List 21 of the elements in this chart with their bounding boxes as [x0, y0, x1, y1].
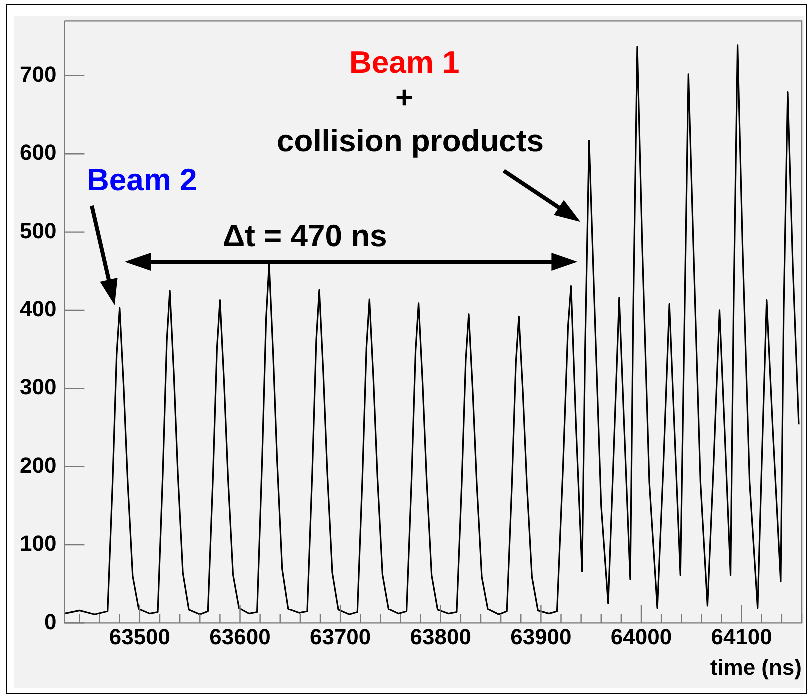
annotation: collision products: [277, 123, 544, 158]
y-tick-label: 200: [20, 452, 57, 478]
x-tick-label: 64000: [610, 624, 672, 650]
annotation: Beam 1: [349, 45, 460, 80]
y-tick-label: 600: [20, 140, 57, 166]
y-tick-label: 300: [20, 374, 57, 400]
x-tick-label: 63600: [210, 624, 271, 650]
y-tick-label: 700: [20, 62, 57, 87]
y-tick-label: 400: [20, 296, 57, 322]
x-axis-title: time (ns): [710, 654, 802, 680]
x-tick-label: 64100: [711, 624, 772, 650]
x-tick-label: 63900: [510, 624, 572, 650]
annotation: Δt = 470 ns: [222, 218, 388, 254]
annotation: Beam 2: [86, 162, 198, 198]
x-tick-label: 63500: [109, 624, 171, 650]
y-tick-label: 0: [44, 609, 57, 634]
x-tick-label: 63700: [310, 624, 372, 650]
y-tick-label: 500: [20, 218, 57, 244]
x-tick-label: 63800: [410, 624, 472, 650]
y-tick-label: 100: [20, 531, 57, 556]
annotation: +: [396, 80, 414, 116]
